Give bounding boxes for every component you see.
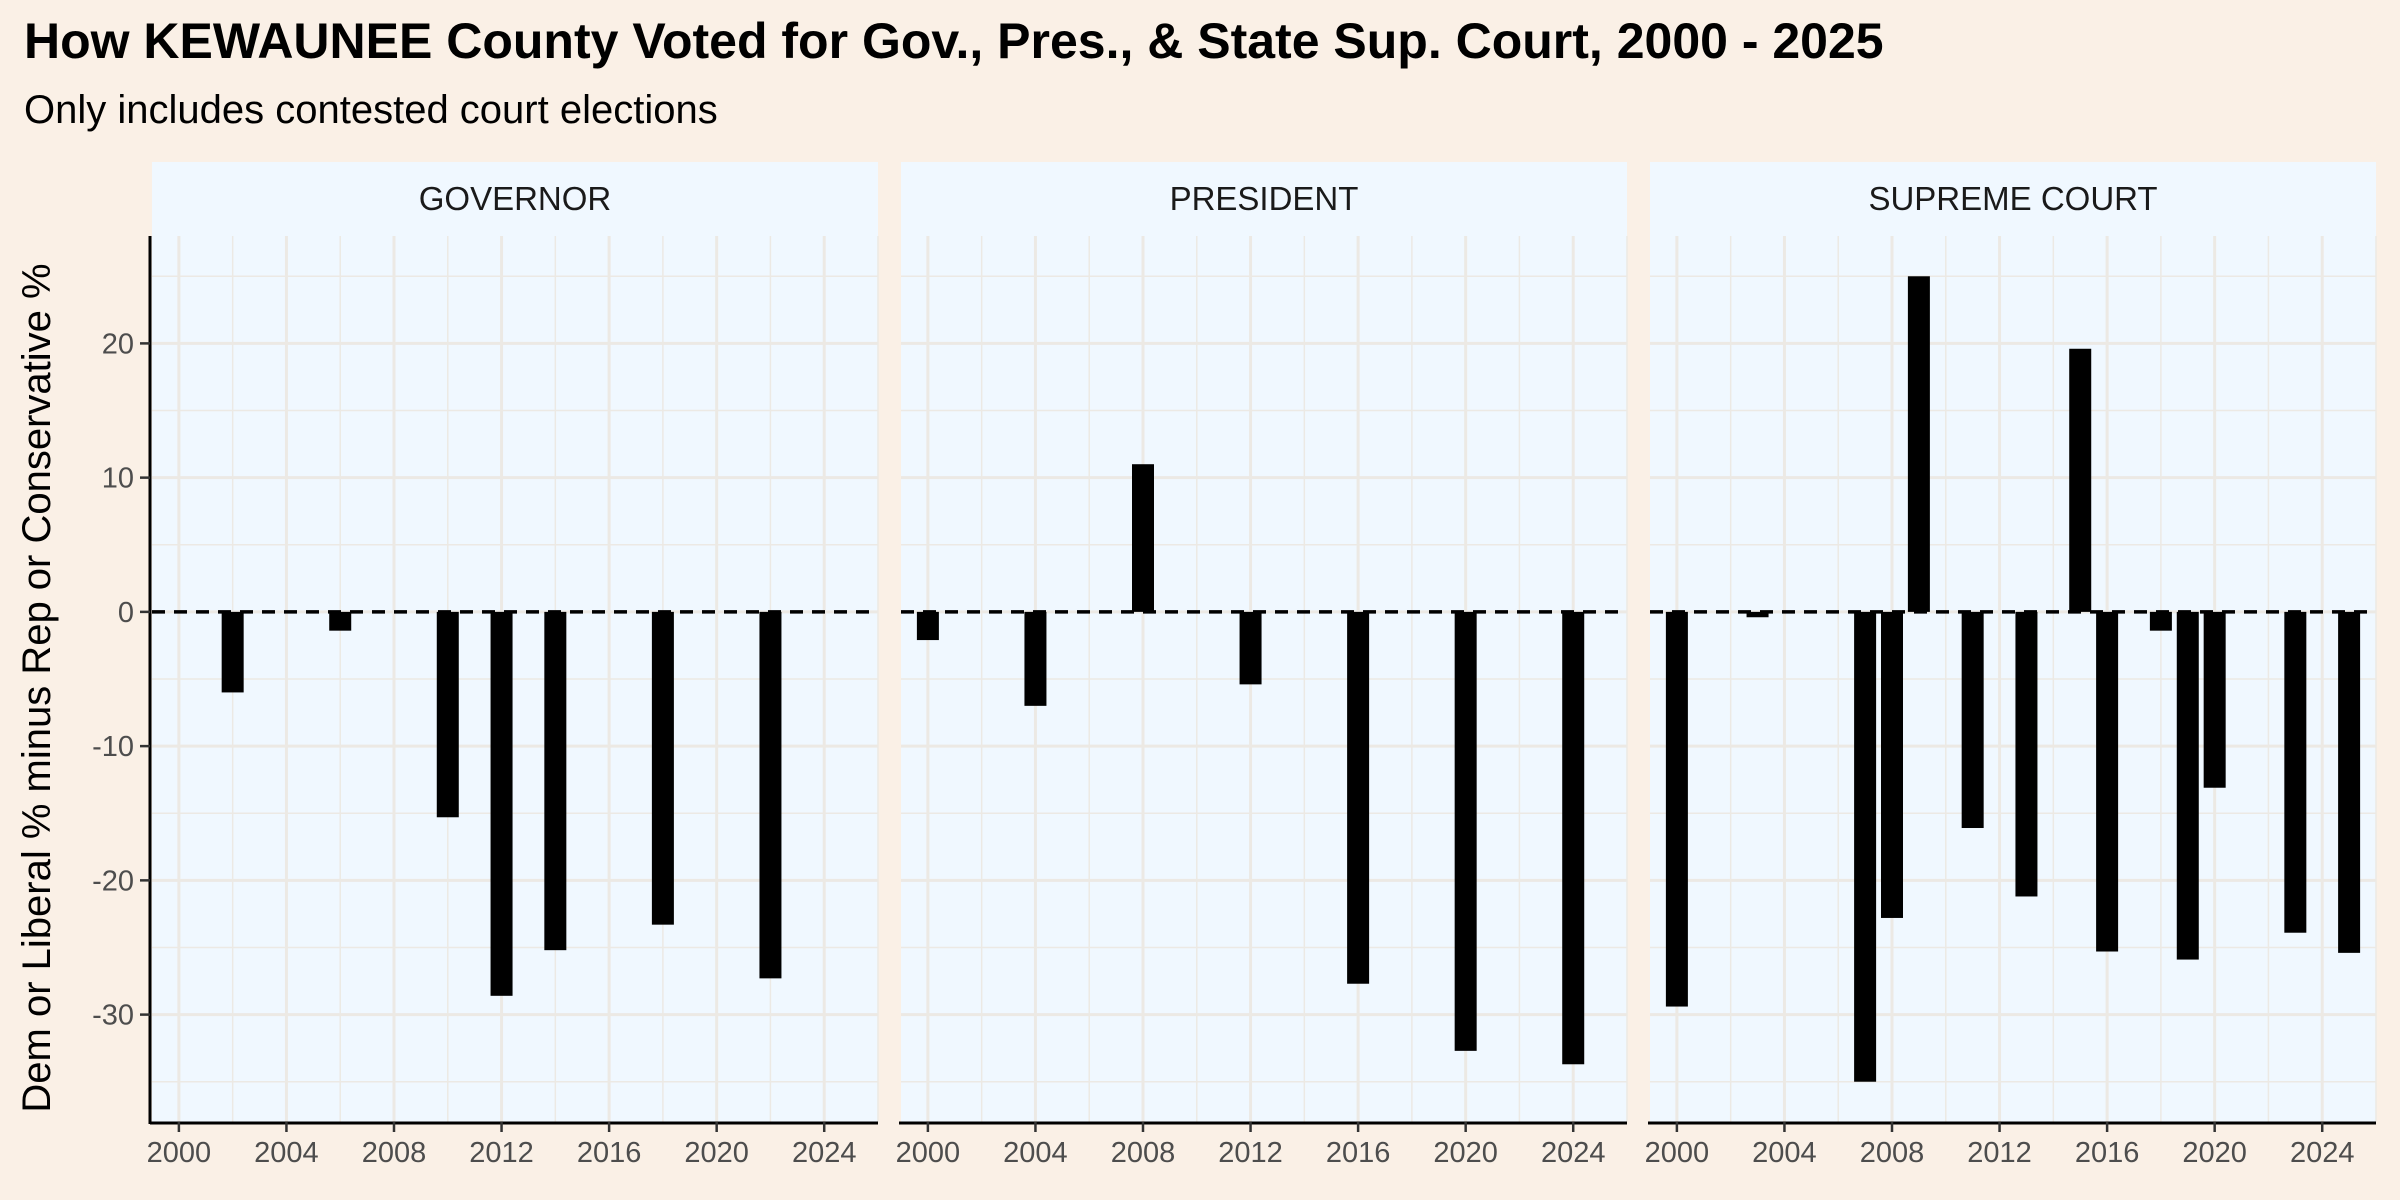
bar — [1562, 611, 1585, 1065]
bar — [916, 611, 939, 641]
y-tick-label: 0 — [118, 597, 134, 629]
y-axis-title: Dem or Liberal % minus Rep or Conservati… — [15, 263, 59, 1112]
x-tick-label: 2004 — [254, 1137, 319, 1169]
bar — [1665, 611, 1688, 1007]
x-tick-label: 2008 — [362, 1137, 427, 1169]
y-tick-label: -10 — [92, 731, 134, 763]
bar — [490, 611, 513, 996]
y-tick-label: -30 — [92, 1000, 134, 1032]
bar — [2096, 611, 2119, 952]
x-tick-label: 2024 — [1541, 1137, 1606, 1169]
bar — [1881, 611, 1903, 918]
bar — [1961, 611, 1984, 829]
bar — [329, 611, 352, 631]
x-tick-label: 2000 — [896, 1137, 961, 1169]
bar — [1854, 611, 1877, 1082]
x-tick-label: 2024 — [792, 1137, 857, 1169]
x-tick-label: 2008 — [1111, 1137, 1176, 1169]
y-tick-label: -20 — [92, 865, 134, 897]
bar — [2149, 611, 2172, 631]
x-tick-label: 2004 — [1003, 1137, 1068, 1169]
x-tick-label: 2016 — [1326, 1137, 1391, 1169]
bar — [221, 611, 244, 693]
bar — [1746, 611, 1769, 618]
bar — [1347, 611, 1370, 984]
x-tick-label: 2016 — [2075, 1137, 2140, 1169]
facet-strip-1 — [901, 162, 1627, 236]
x-tick-label: 2012 — [1218, 1137, 1283, 1169]
y-tick-label: 10 — [102, 463, 134, 495]
bar — [1239, 611, 1262, 685]
bar — [2284, 611, 2307, 933]
bar — [1024, 611, 1047, 706]
x-tick-label: 2020 — [684, 1137, 749, 1169]
chart-title: How KEWAUNEE County Voted for Gov., Pres… — [24, 13, 1884, 69]
bar — [544, 611, 567, 951]
bar — [2015, 611, 2038, 897]
bar — [651, 611, 674, 925]
x-tick-label: 2024 — [2290, 1137, 2355, 1169]
facet-label: SUPREME COURT — [1868, 180, 2157, 217]
bar — [2338, 611, 2361, 953]
bar — [1132, 464, 1154, 612]
facet-label: GOVERNOR — [419, 180, 612, 217]
bar — [759, 611, 782, 979]
x-tick-label: 2020 — [2182, 1137, 2247, 1169]
y-tick-label: 20 — [102, 328, 134, 360]
x-tick-label: 2000 — [147, 1137, 212, 1169]
bar — [1454, 611, 1477, 1051]
x-tick-label: 2000 — [1645, 1137, 1710, 1169]
facet-label: PRESIDENT — [1170, 180, 1359, 217]
x-tick-label: 2020 — [1433, 1137, 1498, 1169]
bar — [1907, 276, 1930, 612]
bar — [2069, 348, 2092, 612]
x-tick-label: 2016 — [577, 1137, 642, 1169]
facet-strip-2 — [1650, 162, 2376, 236]
x-tick-label: 2004 — [1752, 1137, 1817, 1169]
facet-strip-0 — [152, 162, 878, 236]
bar — [436, 611, 459, 818]
chart-subtitle: Only includes contested court elections — [24, 88, 718, 132]
bar — [2176, 611, 2199, 960]
bar — [2203, 611, 2226, 788]
x-tick-label: 2012 — [469, 1137, 534, 1169]
x-tick-label: 2012 — [1967, 1137, 2032, 1169]
x-tick-label: 2008 — [1860, 1137, 1925, 1169]
